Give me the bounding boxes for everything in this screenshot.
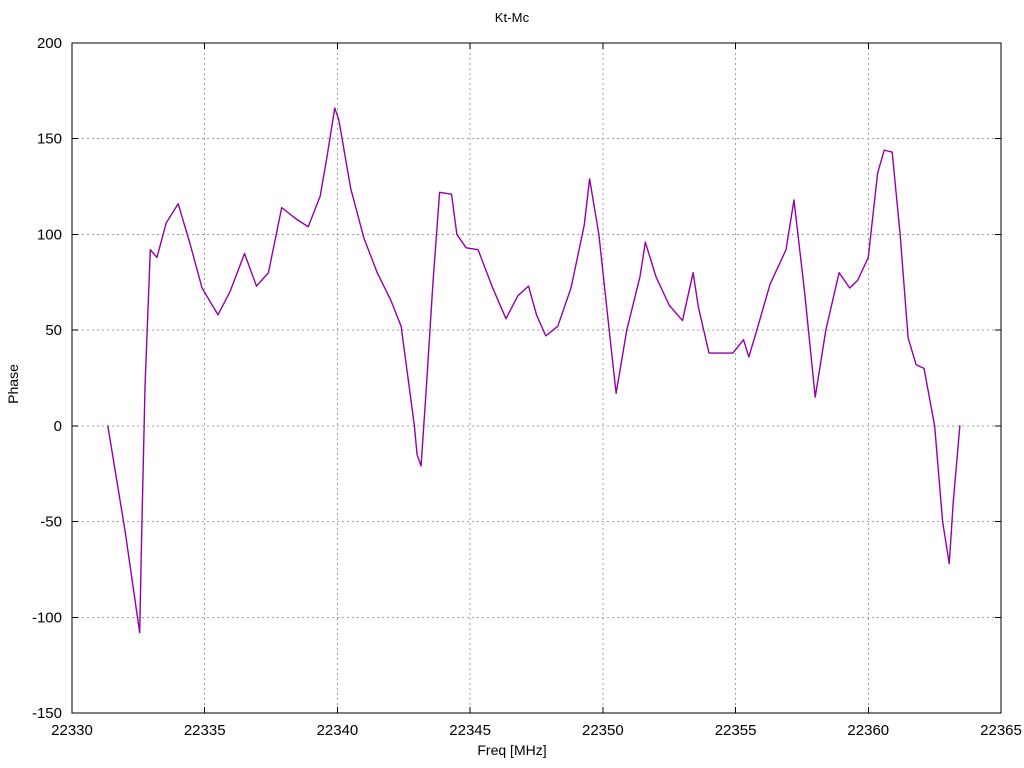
y-tick-label: 150 (37, 131, 62, 148)
x-tick-label: 22330 (51, 722, 93, 739)
x-tick-label: 22365 (980, 722, 1022, 739)
chart-title: Kt-Mc (494, 10, 530, 25)
x-tick-labels: 22330 22335 22340 22345 22350 22355 22360 22365 (51, 722, 1022, 739)
y-axis-title: Phase (5, 364, 21, 404)
x-tick-label: 22335 (184, 722, 226, 739)
data-line-phase (107, 107, 961, 634)
x-gridlines (204, 43, 869, 713)
y-tick-label: 100 (37, 226, 62, 243)
x-tick-label: 22360 (847, 722, 889, 739)
x-tick-label: 22340 (317, 722, 359, 739)
y-tick-label: -150 (32, 705, 62, 722)
y-tick-label: -100 (32, 609, 62, 626)
y-tick-label: 200 (37, 35, 62, 52)
x-axis-title: Freq [MHz] (477, 742, 546, 758)
x-tick-label: 22350 (582, 722, 624, 739)
axis-ticks (71, 42, 1002, 714)
axis-frame (71, 42, 1002, 714)
y-gridlines (72, 138, 1001, 618)
x-tick-label: 22345 (449, 722, 491, 739)
y-tick-label: -50 (40, 514, 62, 531)
y-tick-label: 50 (45, 322, 62, 339)
data-series-group (107, 107, 961, 634)
x-tick-label: 22355 (715, 722, 757, 739)
y-tick-label: 0 (54, 418, 62, 435)
y-tick-labels: -150 -100 -50 0 50 100 150 200 (32, 35, 62, 722)
